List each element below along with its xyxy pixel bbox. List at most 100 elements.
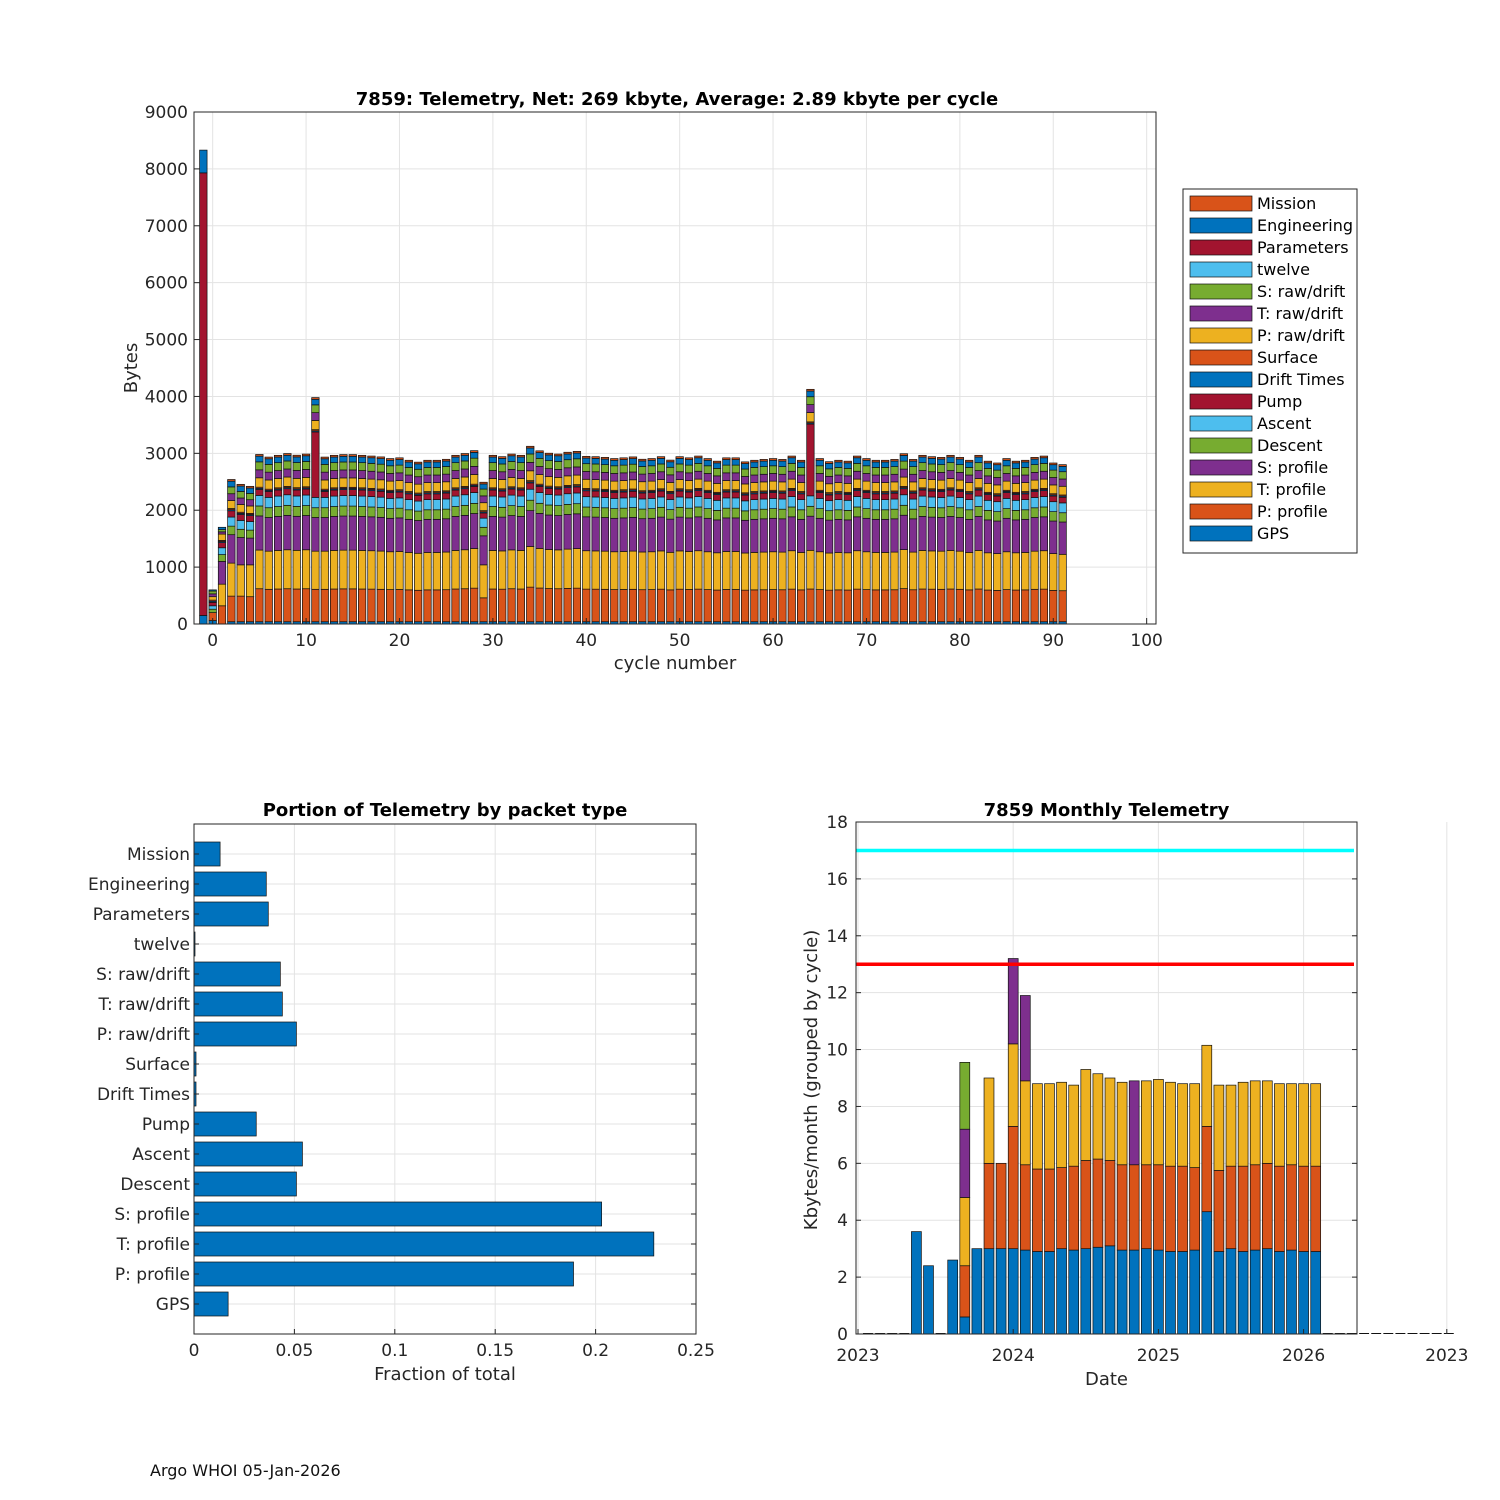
bar-segment xyxy=(778,481,787,492)
bar-segment xyxy=(255,549,264,590)
bar-segment xyxy=(414,463,423,470)
bar-segment xyxy=(432,474,441,483)
bar-segment xyxy=(1104,1077,1116,1161)
bar-segment xyxy=(871,509,880,520)
bar-segment xyxy=(993,462,1002,466)
bar-segment xyxy=(283,454,292,462)
tick-label-x: 2024 xyxy=(992,1346,1035,1366)
bar-segment xyxy=(731,472,740,481)
legend-swatch xyxy=(1189,393,1253,410)
bar-segment xyxy=(535,474,544,485)
category-label: Ascent xyxy=(132,1145,190,1165)
bar-segment xyxy=(937,458,946,466)
bar-segment xyxy=(320,479,329,490)
bar-segment xyxy=(451,462,460,471)
bar-segment xyxy=(965,461,974,468)
bar-segment xyxy=(834,509,843,520)
category-label: S: raw/drift xyxy=(96,965,190,985)
category-label: T: profile xyxy=(116,1235,190,1255)
bar-segment xyxy=(656,456,666,459)
bar-segment xyxy=(1030,472,1039,481)
bar-segment xyxy=(255,505,264,517)
bar-segment xyxy=(1021,461,1030,468)
bar-segment xyxy=(983,483,992,493)
bar-segment xyxy=(470,548,479,589)
bar-segment xyxy=(600,507,610,518)
bar-segment xyxy=(619,457,628,460)
tick-label-y: 1000 xyxy=(145,558,188,578)
bar-segment xyxy=(1021,552,1030,591)
bar-segment xyxy=(759,498,768,510)
bar-segment xyxy=(768,498,778,509)
bar-segment xyxy=(1237,1251,1249,1335)
bar-segment xyxy=(666,551,675,591)
bar-segment xyxy=(993,484,1002,495)
bar-segment xyxy=(918,516,927,551)
bar-segment xyxy=(722,480,731,491)
bar-segment xyxy=(1002,517,1011,553)
tick-label-y: 5000 xyxy=(145,331,188,351)
bar-segment xyxy=(862,459,871,467)
bar-segment xyxy=(348,495,357,507)
bar-segment xyxy=(273,506,283,517)
bar-segment xyxy=(722,551,731,590)
bar-segment xyxy=(806,412,815,423)
bar-segment xyxy=(582,506,591,518)
bar-segment xyxy=(946,470,955,479)
bar-segment xyxy=(264,491,273,498)
bar-segment xyxy=(572,503,582,515)
bar-segment xyxy=(750,589,759,623)
bar-segment xyxy=(339,455,348,463)
bar-segment xyxy=(787,490,796,497)
bar-segment xyxy=(834,482,843,492)
bar-segment xyxy=(404,509,413,520)
bar-segment xyxy=(890,551,899,591)
bar-segment xyxy=(610,492,619,499)
bar-segment xyxy=(712,519,722,554)
bar-segment xyxy=(1030,588,1039,623)
bar-segment xyxy=(750,467,759,476)
bar-segment xyxy=(871,467,880,476)
bar-segment xyxy=(899,514,908,550)
plot-area xyxy=(194,824,696,1334)
bar-segment xyxy=(1030,464,1039,473)
bar-segment xyxy=(526,445,535,449)
bar-segment xyxy=(638,460,647,467)
bar-segment xyxy=(843,589,852,623)
bar-segment xyxy=(320,497,329,509)
bar-segment xyxy=(712,499,722,511)
bar-segment xyxy=(965,459,974,463)
bar-segment xyxy=(498,463,507,473)
category-label: Descent xyxy=(120,1175,190,1195)
bar-segment xyxy=(694,457,703,464)
bar-segment xyxy=(1058,590,1067,623)
bar-segment xyxy=(712,483,722,493)
bar-segment xyxy=(899,460,908,470)
legend-swatch xyxy=(1189,481,1253,498)
bar-segment xyxy=(853,463,862,472)
bar-segment xyxy=(797,474,806,483)
bar-segment xyxy=(460,476,469,487)
bar-segment xyxy=(628,456,638,459)
bar-segment xyxy=(1021,474,1030,483)
bar-segment xyxy=(255,461,264,471)
bar-segment xyxy=(974,456,983,464)
bar-segment xyxy=(890,460,899,467)
bar-segment xyxy=(881,589,890,623)
bar-segment xyxy=(199,149,208,174)
bar-segment xyxy=(1011,499,1020,511)
bar-segment xyxy=(1032,1083,1043,1170)
bar-segment xyxy=(666,518,675,553)
bar-segment xyxy=(825,589,834,623)
legend-swatch xyxy=(1189,283,1253,300)
bar-segment xyxy=(937,588,946,623)
bar-segment xyxy=(647,465,656,474)
legend-swatch xyxy=(1189,239,1253,256)
bar-segment xyxy=(498,588,507,623)
bar-segment xyxy=(740,476,750,485)
bar-segment xyxy=(348,549,357,590)
legend-swatch xyxy=(1189,525,1253,542)
bar-segment xyxy=(591,506,600,518)
bar-segment xyxy=(974,478,983,489)
bar-segment xyxy=(797,499,806,511)
